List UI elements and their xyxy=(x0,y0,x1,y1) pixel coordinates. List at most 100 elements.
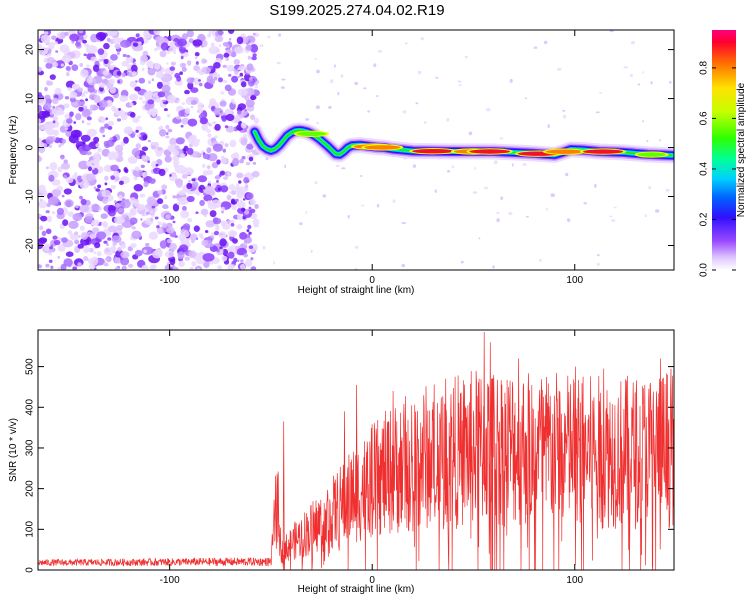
noise-blob xyxy=(174,145,180,150)
noise-blob xyxy=(245,161,251,166)
noise-blob xyxy=(116,70,122,76)
noise-blob xyxy=(164,155,172,163)
noise-speckle xyxy=(363,87,367,90)
noise-blob xyxy=(119,95,128,102)
noise-blob xyxy=(125,55,134,64)
noise-blob xyxy=(65,176,74,183)
noise-blob xyxy=(120,251,130,259)
noise-blob xyxy=(186,147,194,155)
noise-blob xyxy=(102,134,106,138)
noise-blob xyxy=(198,233,204,238)
noise-blob xyxy=(191,261,197,267)
noise-blob xyxy=(164,167,169,172)
noise-blob xyxy=(244,184,249,189)
noise-blob xyxy=(243,239,248,244)
noise-blob xyxy=(188,250,197,259)
noise-blob xyxy=(209,210,217,218)
noise-blob xyxy=(107,198,111,202)
noise-blob xyxy=(165,132,169,136)
noise-blob xyxy=(245,99,255,108)
noise-speckle xyxy=(401,264,406,268)
noise-blob xyxy=(173,267,179,270)
noise-blob xyxy=(248,156,254,162)
noise-blob xyxy=(38,66,42,73)
noise-speckle xyxy=(267,35,271,39)
noise-blob xyxy=(114,200,117,204)
noise-blob xyxy=(250,95,257,101)
noise-blob xyxy=(79,225,85,231)
noise-speckle xyxy=(637,83,640,86)
noise-blob xyxy=(162,99,166,103)
noise-blob xyxy=(180,55,184,60)
noise-speckle xyxy=(596,262,600,266)
noise-blob xyxy=(64,96,70,100)
ridge-peak xyxy=(545,149,584,154)
noise-blob xyxy=(186,195,195,203)
noise-blob xyxy=(92,166,95,170)
noise-blob xyxy=(220,157,228,165)
noise-blob xyxy=(164,90,168,94)
noise-blob xyxy=(88,157,94,161)
noise-blob xyxy=(254,204,259,209)
noise-blob xyxy=(48,259,53,263)
noise-blob xyxy=(252,161,257,165)
noise-blob xyxy=(93,186,97,190)
noise-blob xyxy=(230,190,237,196)
noise-blob xyxy=(206,129,211,133)
noise-blob xyxy=(223,52,230,58)
noise-blob xyxy=(133,184,143,192)
noise-speckle xyxy=(373,63,377,67)
noise-speckle xyxy=(341,167,346,170)
noise-blob xyxy=(54,87,62,95)
noise-blob xyxy=(82,39,87,44)
noise-blob xyxy=(52,115,59,122)
noise-speckle xyxy=(642,71,644,74)
noise-blob xyxy=(196,267,200,270)
noise-blob xyxy=(208,46,220,55)
noise-blob xyxy=(95,238,100,242)
noise-blob xyxy=(147,90,153,98)
noise-blob xyxy=(218,231,227,239)
noise-blob xyxy=(46,128,56,136)
noise-blob xyxy=(72,83,78,89)
spectrogram-frame xyxy=(37,29,675,271)
noise-blob xyxy=(87,77,93,84)
noise-blob xyxy=(192,181,199,188)
noise-blob xyxy=(141,246,154,255)
noise-speckle xyxy=(262,245,266,250)
noise-blob xyxy=(244,209,250,215)
noise-blob xyxy=(182,223,191,231)
noise-blob xyxy=(48,252,53,256)
noise-blob xyxy=(195,211,199,214)
noise-blob xyxy=(105,117,109,121)
noise-blob xyxy=(75,140,80,144)
y-tick-label: 20 xyxy=(25,44,36,56)
chart-title: S199.2025.274.04.02.R19 xyxy=(269,2,445,19)
noise-blob xyxy=(238,65,246,71)
noise-blob xyxy=(205,220,215,228)
noise-blob xyxy=(86,122,91,126)
noise-blob xyxy=(50,265,54,269)
noise-blob xyxy=(155,71,165,79)
noise-blob xyxy=(169,243,178,251)
noise-blob xyxy=(151,160,158,169)
noise-blob xyxy=(85,45,98,54)
noise-speckle xyxy=(337,91,340,96)
noise-speckle xyxy=(613,206,617,209)
noise-blob xyxy=(57,166,63,173)
noise-blob xyxy=(184,89,190,95)
noise-blob xyxy=(130,243,137,248)
noise-blob xyxy=(38,141,45,148)
noise-blob xyxy=(104,257,109,261)
noise-blob xyxy=(203,185,215,195)
noise-blob xyxy=(60,63,65,67)
noise-blob xyxy=(86,64,90,68)
noise-blob xyxy=(207,133,212,138)
noise-blob xyxy=(93,251,97,255)
noise-speckle xyxy=(458,84,462,87)
noise-blob xyxy=(129,197,137,205)
noise-blob xyxy=(218,44,222,47)
noise-speckle xyxy=(367,110,370,113)
noise-blob xyxy=(38,118,41,124)
noise-blob xyxy=(197,175,208,183)
